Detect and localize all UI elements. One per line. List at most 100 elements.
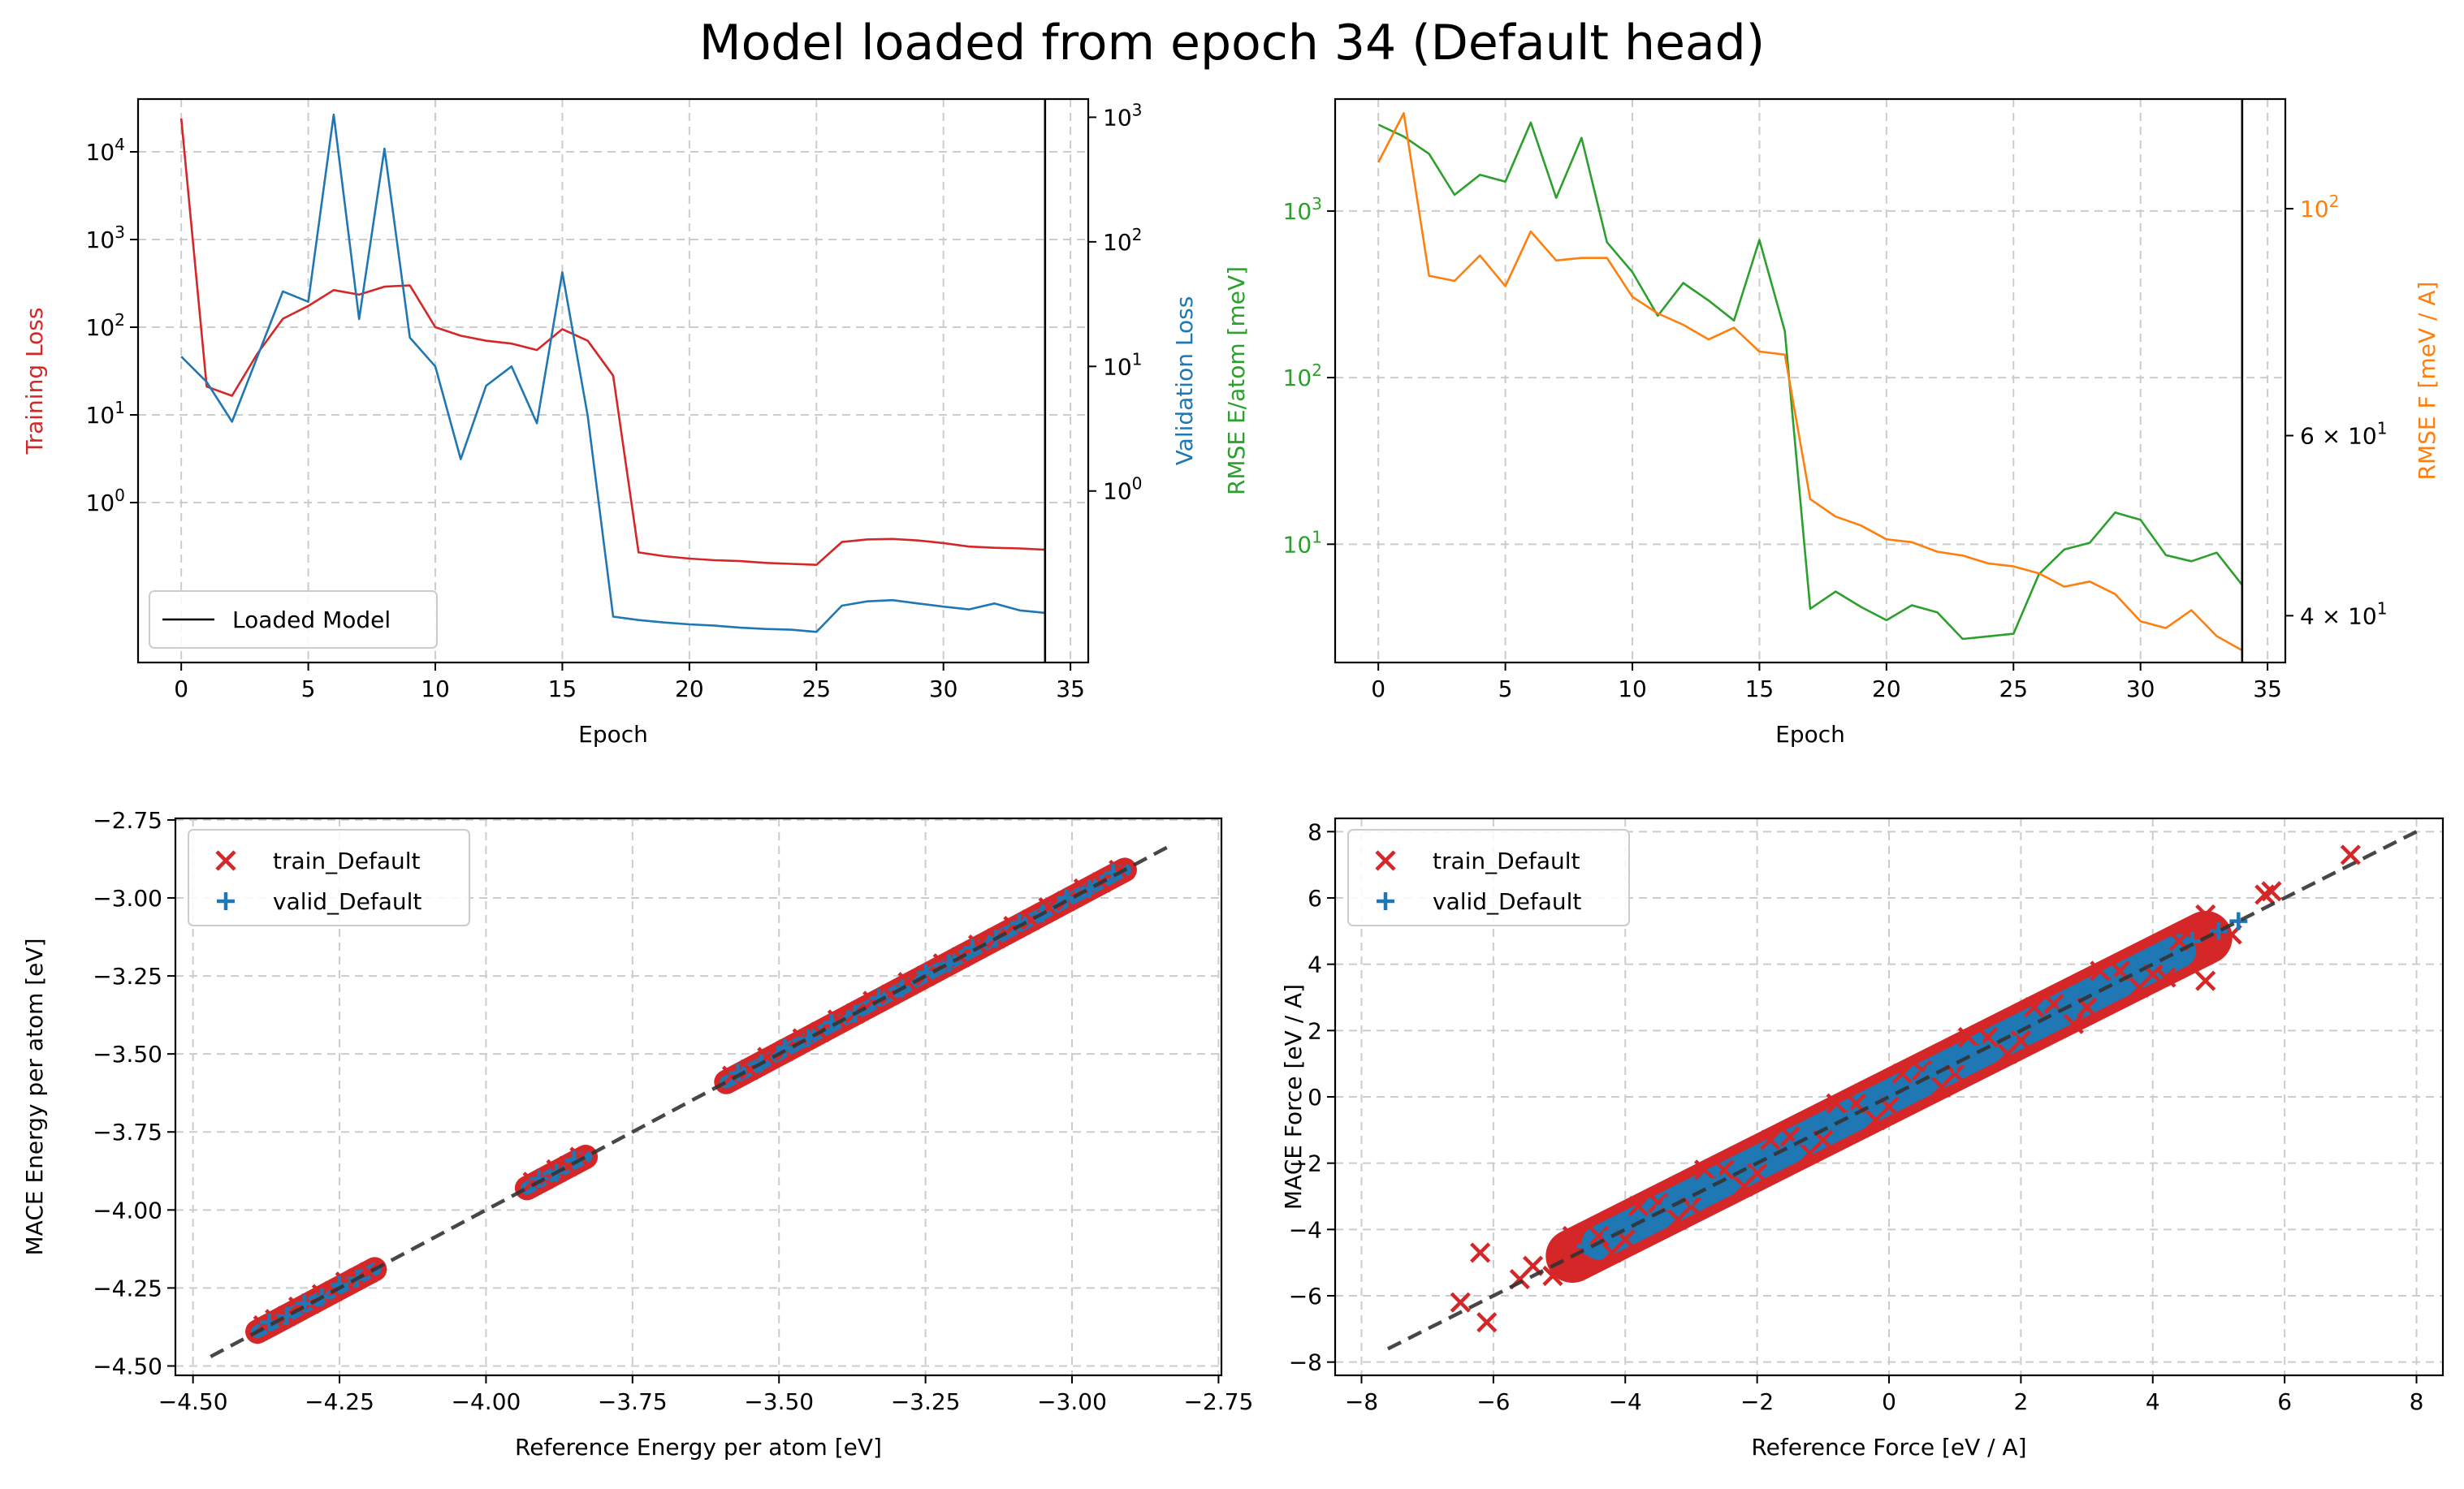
x-axis-label: Reference Energy per atom [eV]: [515, 1434, 882, 1461]
y-tick-label: −4.25: [93, 1275, 162, 1301]
series-line-validation-loss: [180, 113, 1045, 633]
x-tick-label: 30: [2126, 675, 2155, 702]
legend-label: Loaded Model: [232, 606, 391, 633]
y-tick-label-left: 103: [86, 222, 125, 253]
marker-x: [2024, 997, 2045, 1018]
x-tick-label: 2: [2013, 1388, 2028, 1415]
x-tick-label: 35: [2253, 675, 2282, 702]
diagonal-reference-line: [1386, 830, 2418, 1351]
x-tick-label: −3.00: [1037, 1388, 1107, 1415]
marker-x: [1826, 1093, 1847, 1114]
legend-label: train_Default: [1433, 848, 1580, 874]
marker-x: [1957, 1026, 1979, 1048]
legend-label: valid_Default: [1433, 888, 1581, 915]
y-tick-label-right: 102: [2300, 192, 2339, 222]
marker-plus: [530, 1169, 548, 1188]
y-tick-label-left: 102: [86, 310, 125, 341]
marker-plus: [1080, 879, 1099, 898]
marker-x: [1891, 1063, 1913, 1085]
x-tick-label: 4: [2146, 1388, 2160, 1415]
marker-plus: [2229, 912, 2248, 930]
y-tick-label-left: 101: [86, 398, 125, 429]
legend-box: [188, 829, 470, 926]
x-tick-label: 0: [174, 675, 188, 702]
plot-frame: [1334, 817, 2445, 1377]
marker-x: [2340, 844, 2361, 865]
marker-x: [1760, 1129, 1781, 1150]
y-tick-label: −6: [1289, 1283, 1322, 1310]
x-tick-label: 15: [548, 675, 577, 702]
x-tick-label: 5: [1498, 675, 1513, 702]
marker-plus: [916, 964, 935, 982]
marker-plus: [2104, 975, 2123, 994]
series-line-rmse-f: [1377, 112, 2243, 652]
legend-label: valid_Default: [273, 888, 421, 915]
marker-x: [2090, 960, 2111, 982]
series-line-training-loss: [179, 118, 1045, 567]
y-tick-label: −8: [1289, 1349, 1322, 1376]
marker-x: [1865, 1109, 1887, 1131]
figure-title: Model loaded from epoch 34 (Default head…: [698, 15, 1766, 71]
marker-x: [1542, 1265, 1563, 1287]
x-tick-label: −3.75: [598, 1388, 668, 1415]
y-tick-label: −3.00: [93, 885, 162, 912]
plot-frame: [1334, 97, 2287, 664]
marker-plus: [1919, 1064, 1938, 1083]
marker-x: [1602, 1242, 1623, 1263]
y-tick-label-left: 100: [86, 486, 125, 516]
x-tick-label: 0: [1882, 1388, 1896, 1415]
marker-plus: [2183, 932, 2202, 951]
y-axis-label-left: Training Loss: [21, 308, 48, 455]
x-tick-label: 0: [1371, 675, 1385, 702]
y-tick-label: 2: [1308, 1017, 1322, 1044]
marker-plus: [1377, 892, 1394, 910]
marker-x: [1931, 1077, 1952, 1098]
marker-x: [215, 850, 236, 871]
marker-plus: [1682, 1187, 1701, 1206]
marker-x: [2129, 977, 2151, 998]
y-tick-label: −3.25: [93, 963, 162, 990]
x-tick-label: 25: [802, 675, 831, 702]
marker-x: [1375, 850, 1396, 871]
x-tick-label: 10: [1618, 675, 1647, 702]
marker-x: [2063, 1013, 2084, 1034]
y-axis-label-left: RMSE E/atom [meV]: [1223, 266, 1250, 495]
y-tick-label: 8: [1308, 818, 1322, 845]
marker-plus: [278, 1306, 296, 1325]
y-tick-label-right: 101: [1103, 349, 1142, 380]
plot-frame: [136, 97, 1090, 664]
x-tick-label: −3.50: [744, 1388, 814, 1415]
marker-x: [1628, 1196, 1649, 1217]
marker-plus: [217, 892, 235, 910]
y-tick-label-right: 100: [1103, 474, 1142, 505]
marker-x: [1694, 1159, 1715, 1180]
x-axis-label: Epoch: [578, 721, 648, 748]
x-tick-label: −8: [1345, 1388, 1378, 1415]
x-tick-label: 8: [2410, 1388, 2424, 1415]
plot-frame: [174, 817, 1223, 1377]
marker-plus: [331, 1275, 349, 1294]
marker-x: [1589, 1225, 1610, 1247]
legend-label: train_Default: [273, 848, 421, 874]
x-tick-label: −4.00: [452, 1388, 521, 1415]
y-tick-label: −2: [1289, 1150, 1322, 1177]
marker-plus: [1813, 1117, 1832, 1136]
y-tick-label-left: 104: [86, 135, 125, 166]
x-tick-label: −4: [1609, 1388, 1642, 1415]
y-tick-label: −3.75: [93, 1119, 162, 1146]
y-axis-label-right: Validation Loss: [1171, 296, 1198, 466]
marker-x: [1450, 1292, 1471, 1313]
y-tick-label-right: 6 × 101: [2300, 419, 2388, 450]
x-tick-label: −2: [1740, 1388, 1774, 1415]
marker-plus: [799, 1029, 818, 1047]
x-tick-label: 10: [421, 675, 450, 702]
x-axis-label: Epoch: [1775, 721, 1845, 748]
marker-plus: [1840, 1107, 1859, 1126]
marker-x: [1733, 1176, 1754, 1197]
x-tick-label: −4.50: [158, 1388, 228, 1415]
marker-x: [1997, 1043, 2018, 1064]
x-tick-label: 30: [929, 675, 958, 702]
y-axis-label: MACE Force [eV / A]: [1280, 984, 1307, 1210]
legend-box: [149, 590, 438, 649]
